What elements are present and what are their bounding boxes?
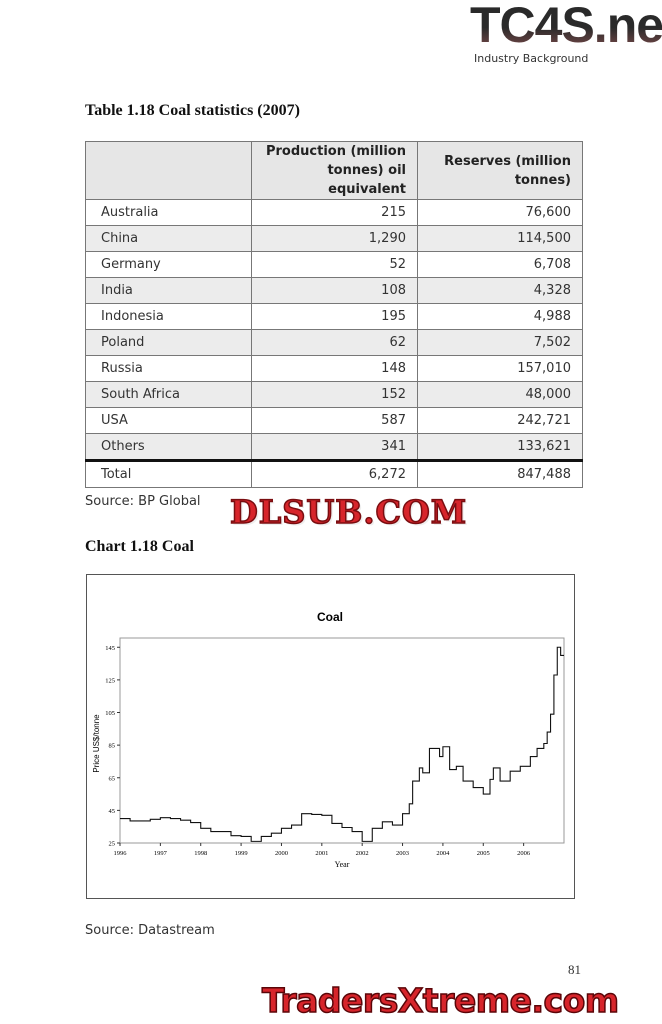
country-cell: Others [85,433,252,461]
reserves-cell: 4,328 [417,277,583,304]
table-row: Germany 52 6,708 [85,251,583,278]
plot-area [119,637,565,844]
x-tick-label: 2005 [477,850,490,857]
reserves-cell: 133,621 [417,433,583,461]
price-series-line [120,646,564,842]
total-label: Total [85,459,252,488]
x-tick-label: 1998 [194,850,207,857]
production-cell: 1,290 [251,225,418,252]
table-row: USA 587 242,721 [85,407,583,434]
y-tick-label: 125 [105,677,115,684]
tradersxtreme-watermark: TradersXtreme.com [261,981,620,1021]
table-row: India 108 4,328 [85,277,583,304]
production-cell: 148 [251,355,418,382]
country-cell: Germany [85,251,252,278]
reserves-cell: 242,721 [417,407,583,434]
country-cell: China [85,225,252,252]
table-row: Australia 215 76,600 [85,199,583,226]
reserves-cell: 7,502 [417,329,583,356]
dlsub-watermark: DLSUB.COM [229,493,468,531]
country-cell: South Africa [85,381,252,408]
reserves-cell: 4,988 [417,303,583,330]
reserves-cell: 114,500 [417,225,583,252]
country-cell: Indonesia [85,303,252,330]
production-cell: 587 [251,407,418,434]
y-tick-label: 65 [109,775,116,782]
x-tick-label: 2002 [356,850,369,857]
total-row: Total 6,272 847,488 [85,459,583,488]
reserves-cell: 157,010 [417,355,583,382]
y-tick-label: 85 [109,743,116,750]
chart-title: Coal [317,610,343,624]
x-tick-label: 1996 [114,850,128,857]
coal-statistics-table: Production (million tonnes) oil equivale… [85,141,583,488]
column-header-reserves: Reserves (million tonnes) [417,141,583,200]
production-cell: 215 [251,199,418,226]
table-row: South Africa 152 48,000 [85,381,583,408]
production-cell: 108 [251,277,418,304]
chart-frame: Coal 25 45 65 85 105 125 145 1996 1997 1998 1999 200… [86,574,575,899]
chart-heading: Chart 1.18 Coal [85,538,194,555]
y-axis-label: Price US$/tonne [92,714,101,773]
x-tick-label: 2000 [275,850,288,857]
table-row: Indonesia 195 4,988 [85,303,583,330]
x-tick-label: 2003 [396,850,409,857]
country-cell: Russia [85,355,252,382]
total-reserves: 847,488 [417,459,583,488]
column-header-production: Production (million tonnes) oil equivale… [251,141,418,200]
table-row: Russia 148 157,010 [85,355,583,382]
y-tick-label: 25 [109,841,116,848]
page-number: 81 [568,962,581,977]
column-header [85,141,252,200]
reserves-cell: 6,708 [417,251,583,278]
production-cell: 152 [251,381,418,408]
x-tick-label: 2001 [315,850,328,857]
x-tick-label: 2006 [517,850,531,857]
y-tick-label: 45 [109,808,116,815]
table-title: Table 1.18 Coal statistics (2007) [85,102,300,119]
x-tick-label: 2004 [436,850,450,857]
country-cell: Poland [85,329,252,356]
production-cell: 62 [251,329,418,356]
x-tick-label: 1997 [154,850,168,857]
table-source: Source: BP Global [85,494,201,509]
production-cell: 341 [251,433,418,461]
coal-price-chart: Coal 25 45 65 85 105 125 145 1996 1997 1998 1999 200… [92,610,565,869]
country-cell: India [85,277,252,304]
reserves-cell: 48,000 [417,381,583,408]
table-row: Poland 62 7,502 [85,329,583,356]
production-cell: 52 [251,251,418,278]
section-label: Industry Background [474,52,589,65]
country-cell: USA [85,407,252,434]
table-row: Others 341 133,621 [85,433,583,461]
country-cell: Australia [85,199,252,226]
y-tick-label: 105 [105,710,115,717]
x-tick-label: 1999 [235,850,248,857]
total-production: 6,272 [251,459,418,488]
tc4s-logo: TC4S.net [470,0,662,50]
table-row: China 1,290 114,500 [85,225,583,252]
reserves-cell: 76,600 [417,199,583,226]
x-axis-label: Year [335,860,350,869]
y-tick-label: 145 [105,645,115,652]
chart-source: Source: Datastream [85,923,215,938]
production-cell: 195 [251,303,418,330]
table-header-row: Production (million tonnes) oil equivale… [85,141,583,200]
